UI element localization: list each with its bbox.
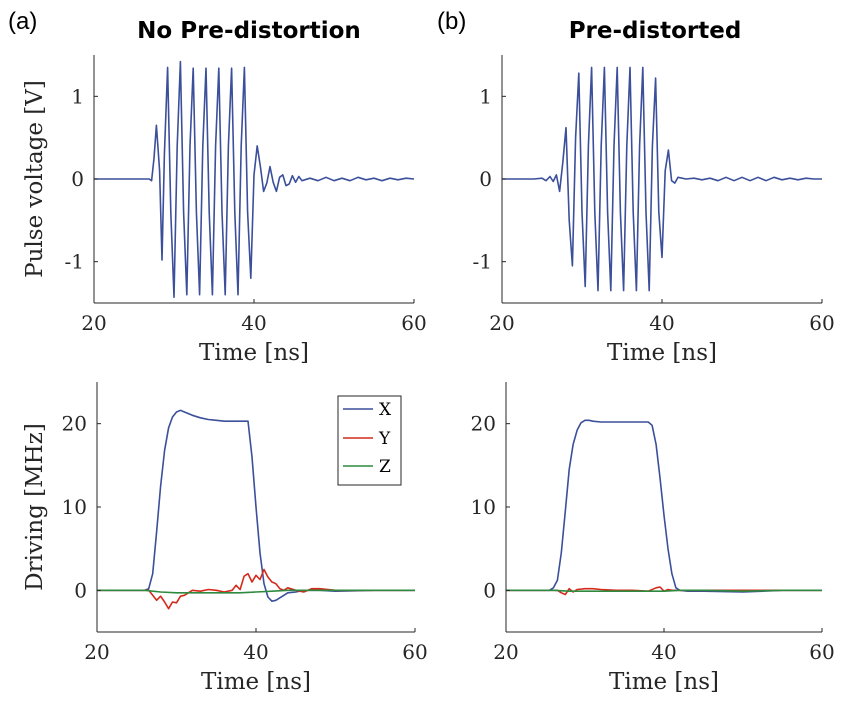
x-tick-label: 20 [84, 640, 109, 664]
y-tick-label: 0 [479, 167, 492, 191]
x-tick-label: 60 [809, 311, 834, 335]
series-line-pulse [94, 60, 415, 299]
y-tick-label: 0 [483, 578, 496, 602]
series-line-x [506, 419, 822, 593]
x-tick-label: 60 [402, 640, 427, 664]
y-tick-label: -1 [65, 250, 84, 274]
x-tick-label: 60 [809, 640, 834, 664]
y-tick-label: 0 [71, 167, 84, 191]
chart-bottom-left: 20 40 60 0 10 20 Time [ns] Driving [MHz] [22, 382, 428, 695]
x-axis-label: Time [ns] [201, 669, 311, 695]
x-tick-label: 20 [81, 311, 106, 335]
x-axis-label: Time [ns] [609, 669, 719, 695]
x-tick-label: 40 [649, 311, 674, 335]
x-tick-label: 60 [401, 311, 426, 335]
y-tick-label: 20 [62, 412, 87, 436]
chart-top-right: 20 40 60 -1 0 1 Time [ns] [473, 55, 835, 366]
y-tick-label: -1 [473, 250, 492, 274]
y-tick-label: 1 [71, 84, 84, 108]
x-axis-label: Time [ns] [607, 340, 717, 366]
x-tick-label: 20 [493, 640, 518, 664]
legend: X Y Z [337, 395, 402, 486]
chart-top-left: 20 40 60 -1 0 1 Time [ns] Pulse voltage [V] [22, 55, 427, 366]
title-right: Pre-distorted [569, 18, 742, 44]
panel-label-a: (a) [8, 8, 37, 35]
legend-box [337, 395, 402, 486]
y-tick-label: 10 [471, 495, 496, 519]
y-axis-label: Driving [MHz] [22, 423, 48, 591]
x-tick-label: 40 [241, 311, 266, 335]
y-tick-label: 0 [74, 578, 87, 602]
series-line-z [97, 589, 415, 594]
legend-label-z: Z [379, 457, 391, 477]
y-tick-label: 1 [479, 84, 492, 108]
panel-label-b: (b) [437, 8, 466, 35]
x-tick-label: 20 [489, 311, 514, 335]
series-line-z [506, 589, 822, 593]
x-axis-label: Time [ns] [199, 340, 309, 366]
x-tick-label: 40 [651, 640, 676, 664]
chart-bottom-right: 20 40 60 0 10 20 Time [ns] [471, 382, 835, 695]
series-line-x [97, 409, 415, 603]
x-tick-label: 40 [243, 640, 268, 664]
legend-label-x: X [379, 400, 392, 420]
title-left: No Pre-distortion [137, 18, 361, 44]
legend-label-y: Y [378, 429, 391, 449]
series-line-y [97, 568, 415, 610]
y-axis-label: Pulse voltage [V] [22, 80, 48, 278]
y-tick-label: 20 [471, 412, 496, 436]
series-line-pulse [502, 66, 822, 292]
y-tick-label: 10 [62, 495, 87, 519]
